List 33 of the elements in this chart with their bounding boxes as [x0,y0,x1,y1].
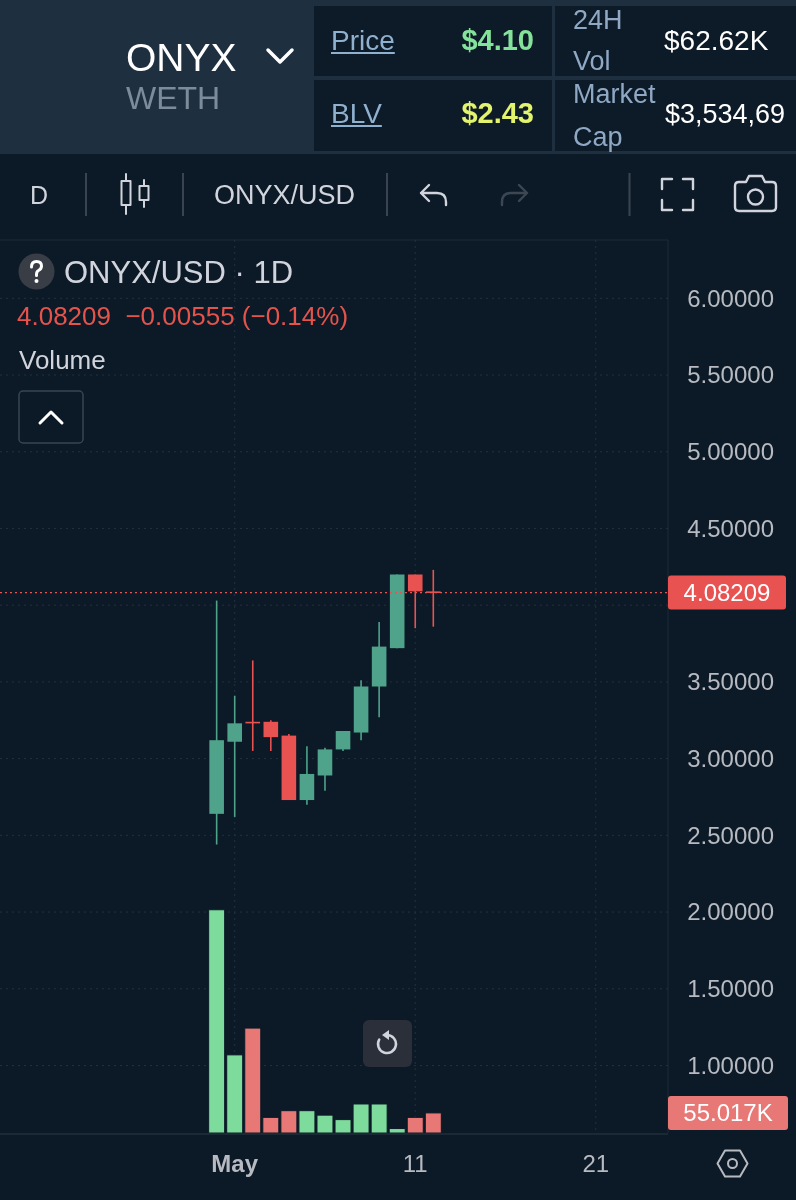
y-tick-label: 5.50000 [687,361,774,389]
y-tick-label: 1.00000 [687,1051,774,1079]
y-tick-label: 6.00000 [687,284,774,312]
y-tick-label: 4.50000 [687,514,774,542]
text: $4.10 [461,24,534,56]
annotation: 4.08209 −0.00555 (−0.14%) [17,301,349,331]
ref-line-label: 4.08209 [683,578,771,606]
candlestick [335,730,351,752]
text: Market Cap [573,79,656,152]
x-tick-label: May [211,1150,259,1177]
y-tick-label: 3.00000 [687,745,774,773]
y-tick-label: 2.50000 [687,821,774,849]
y-tick-label: 1.50000 [687,975,774,1003]
text: Price [331,25,395,56]
text: $2.43 [461,97,534,129]
text: WETH [126,80,221,116]
y-tick-label: 3.50000 [687,668,774,696]
text: 55.017K [683,1099,773,1127]
text: BLV [331,98,382,129]
annotation: Volume [19,345,106,375]
candlestick [227,694,242,818]
text: ONYX/USD [214,180,356,210]
text: $62.62K [664,25,769,56]
candlestick [263,719,279,752]
text: $3,534,69 [665,99,786,129]
y-tick-label: 2.00000 [687,898,774,926]
x-tick-label: 11 [402,1150,428,1177]
y-tick-label: 5.00000 [687,438,774,466]
x-tick-label: 21 [582,1150,610,1177]
text: D [30,181,49,209]
text: 24H Vol [573,5,623,76]
text: ONYX [126,36,237,79]
text: ONYX/USD · 1D [64,255,294,290]
